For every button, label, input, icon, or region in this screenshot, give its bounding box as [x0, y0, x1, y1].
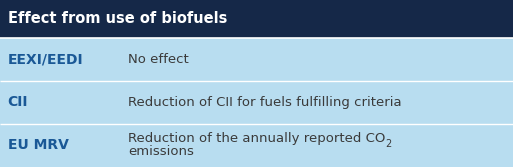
Text: EEXI/EEDI: EEXI/EEDI	[8, 52, 83, 66]
Text: CII: CII	[8, 95, 28, 109]
Bar	[0, 81, 513, 124]
Text: Effect from use of biofuels: Effect from use of biofuels	[8, 11, 227, 26]
Text: Reduction of the annually reported CO: Reduction of the annually reported CO	[128, 132, 386, 145]
Text: 2: 2	[386, 139, 392, 149]
Text: EU MRV: EU MRV	[8, 138, 69, 152]
Bar	[0, 0, 513, 38]
Bar	[0, 124, 513, 167]
Text: No effect: No effect	[128, 53, 189, 66]
Text: emissions: emissions	[128, 145, 194, 158]
Bar	[0, 38, 513, 81]
Text: Reduction of CII for fuels fulfilling criteria: Reduction of CII for fuels fulfilling cr…	[128, 96, 402, 109]
